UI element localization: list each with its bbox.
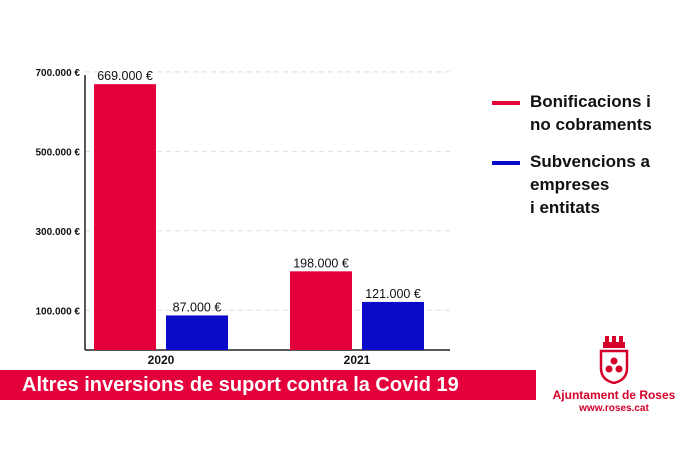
logo-url: www.roses.cat xyxy=(579,403,649,414)
x-tick-label-2021: 2021 xyxy=(344,353,371,367)
y-tick-label-0: 100.000 € xyxy=(36,306,81,317)
legend-label-subvencions: Subvencions a empreses i entitats xyxy=(530,152,650,217)
coat-of-arms-icon xyxy=(599,336,629,384)
data-label-2021-series-0: 198.000 € xyxy=(293,256,349,270)
bar-2020-series-1 xyxy=(166,315,228,350)
x-tick-label-2020: 2020 xyxy=(148,353,175,367)
bar-2021-series-0 xyxy=(290,271,352,350)
y-tick-label-1: 300.000 € xyxy=(36,227,81,238)
y-tick-label-3: 700.000 € xyxy=(36,68,81,79)
data-label-2020-series-1: 87.000 € xyxy=(173,300,222,314)
legend-item-bonificacions: Bonificacions i no cobraments xyxy=(492,90,692,136)
legend-label-bonificacions: Bonificacions i no cobraments xyxy=(530,92,652,134)
ajuntament-logo: Ajuntament de Roses www.roses.cat xyxy=(549,336,679,426)
bar-2020-series-0 xyxy=(94,84,156,351)
y-tick-label-2: 500.000 € xyxy=(36,147,81,158)
data-label-2020-series-0: 669.000 € xyxy=(97,69,153,83)
legend: Bonificacions i no cobraments Subvencion… xyxy=(492,90,692,233)
title-banner: Altres inversions de suport contra la Co… xyxy=(0,370,536,400)
data-label-2021-series-1: 121.000 € xyxy=(365,287,421,301)
legend-item-subvencions: Subvencions a empreses i entitats xyxy=(492,150,692,219)
legend-swatch-red xyxy=(492,101,520,105)
legend-swatch-blue xyxy=(492,161,520,165)
logo-name: Ajuntament de Roses xyxy=(552,388,676,402)
bar-2021-series-1 xyxy=(362,301,424,350)
